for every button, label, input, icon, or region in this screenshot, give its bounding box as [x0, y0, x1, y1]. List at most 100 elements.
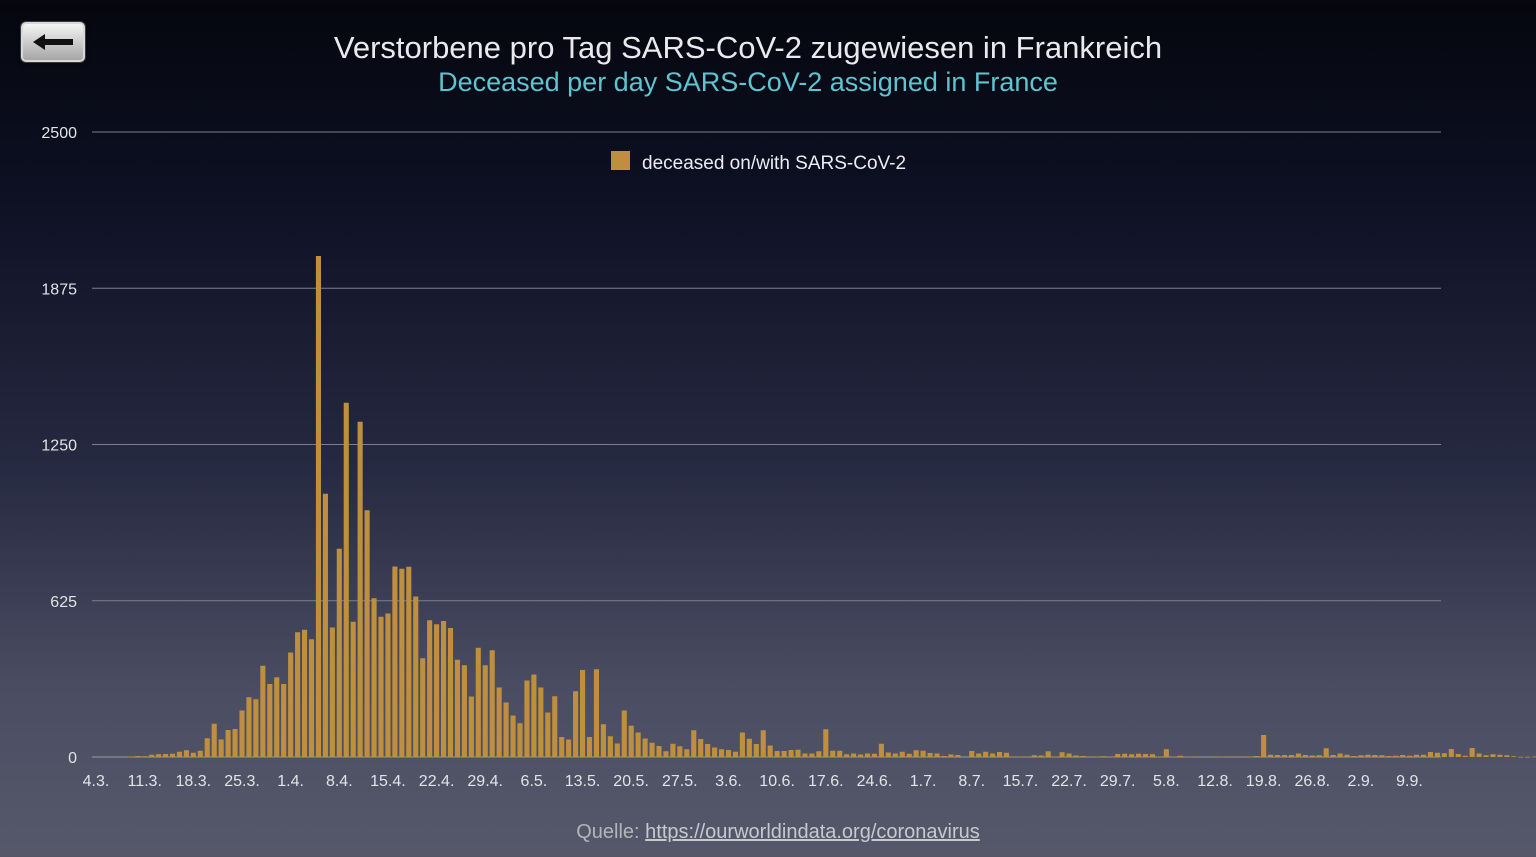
bar — [149, 754, 155, 757]
bar — [1122, 753, 1128, 757]
bar — [1156, 756, 1162, 758]
bar — [1414, 754, 1420, 757]
bar — [1003, 752, 1010, 757]
bar — [1240, 756, 1246, 758]
bar — [580, 670, 586, 757]
x-tick-label: 4.3. — [83, 773, 110, 790]
bar — [420, 658, 426, 757]
bar — [1302, 755, 1308, 757]
bar — [1268, 754, 1274, 757]
bar — [663, 751, 669, 757]
x-tick-label: 24.6. — [857, 773, 893, 790]
x-tick-label: 12.8. — [1197, 773, 1233, 790]
bar — [573, 691, 579, 757]
bar — [892, 753, 898, 757]
chart-title: Verstorbene pro Tag SARS-CoV-2 zugewiese… — [333, 30, 1163, 65]
bar — [246, 697, 252, 757]
back-button[interactable] — [21, 22, 85, 62]
bar — [1017, 756, 1023, 758]
bar — [267, 684, 273, 757]
bar — [774, 751, 780, 757]
y-tick-label: 1875 — [41, 281, 77, 298]
x-tick-label: 20.5. — [613, 773, 649, 790]
bar — [454, 659, 460, 757]
bar — [315, 256, 321, 757]
bar — [288, 652, 294, 757]
bar — [767, 745, 773, 757]
bar — [948, 754, 954, 757]
bar — [983, 751, 989, 757]
bar — [295, 632, 301, 757]
bar — [1441, 753, 1447, 757]
bar — [552, 696, 558, 757]
bar — [823, 729, 829, 757]
bar — [1309, 755, 1315, 757]
bar — [329, 627, 335, 757]
bar — [1288, 755, 1294, 757]
bar — [698, 739, 704, 757]
bar — [1247, 756, 1253, 758]
bar — [1434, 752, 1440, 757]
bar — [350, 621, 356, 757]
bar — [510, 715, 516, 757]
source-prefix: Quelle: — [576, 821, 646, 843]
bar — [705, 744, 711, 757]
bar — [1420, 754, 1427, 757]
bar — [1448, 749, 1454, 757]
x-tick-label: 3.6. — [715, 773, 742, 790]
bar — [336, 548, 342, 757]
bar — [225, 730, 231, 757]
bar — [614, 743, 620, 757]
bar — [447, 628, 454, 757]
x-tick-label: 13.5. — [565, 773, 601, 790]
bar — [1024, 756, 1030, 758]
bar — [1226, 756, 1232, 758]
bar — [239, 710, 245, 757]
bar — [719, 749, 725, 757]
bar — [955, 755, 961, 757]
bar — [732, 751, 738, 757]
bar — [1365, 754, 1371, 757]
bar — [920, 750, 926, 757]
bar — [169, 753, 176, 757]
bar — [760, 730, 766, 757]
bar — [1379, 755, 1385, 757]
bar — [524, 680, 530, 757]
y-tick-label: 2500 — [41, 125, 77, 142]
y-tick-label: 1250 — [41, 438, 77, 455]
bar — [232, 729, 238, 757]
bar — [1219, 756, 1225, 758]
bar — [1344, 754, 1350, 757]
bar — [1038, 755, 1044, 757]
bar — [517, 723, 523, 757]
bar — [531, 674, 537, 757]
legend-label: deceased on/with SARS-CoV-2 — [642, 153, 906, 174]
bar — [1469, 748, 1475, 757]
bar — [1476, 753, 1482, 757]
bar — [1066, 753, 1072, 757]
bar — [1108, 756, 1114, 758]
bar — [1163, 749, 1169, 757]
bar — [649, 742, 655, 757]
x-tick-label: 11.3. — [127, 773, 161, 790]
bar — [566, 739, 572, 757]
x-tick-label: 25.3. — [224, 773, 260, 790]
bar — [593, 669, 599, 757]
bar — [684, 749, 690, 757]
bar — [1087, 756, 1093, 758]
bar — [1281, 755, 1288, 757]
bar — [128, 756, 134, 758]
source-link[interactable]: https://ourworldindata.org/coronavirus — [645, 821, 980, 843]
bar — [190, 752, 196, 757]
bar — [496, 687, 502, 757]
bar — [302, 629, 308, 757]
bar — [1115, 754, 1121, 757]
bar — [809, 753, 815, 757]
bar — [871, 753, 877, 757]
bar — [538, 687, 544, 757]
arrow-left-icon — [33, 34, 73, 50]
bar — [1142, 754, 1149, 757]
bar — [1177, 755, 1183, 757]
bar — [218, 739, 224, 757]
bar — [899, 751, 905, 757]
